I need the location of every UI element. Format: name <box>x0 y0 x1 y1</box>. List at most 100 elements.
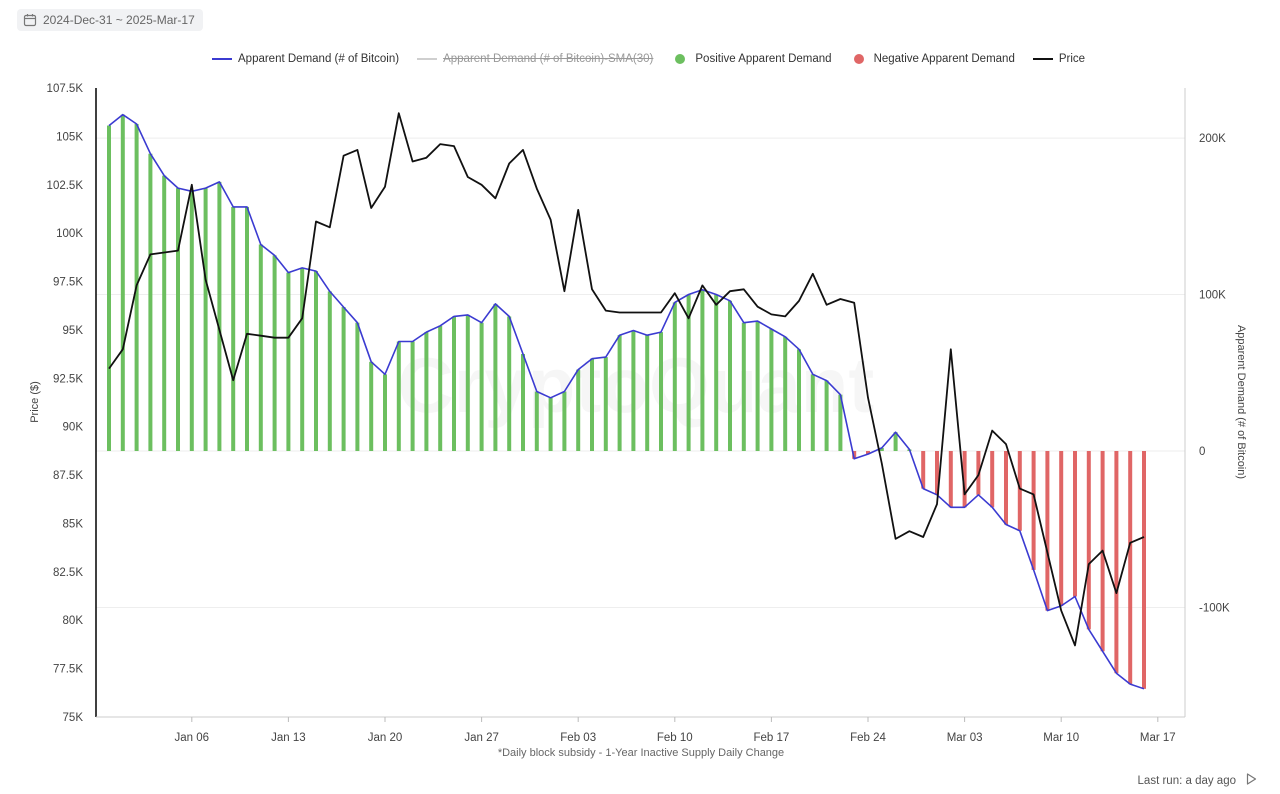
left-tick-label: 92.5K <box>53 373 83 385</box>
positive-demand-bar <box>355 322 360 452</box>
positive-demand-bar <box>162 175 167 452</box>
x-tick-label: Feb 03 <box>560 732 596 744</box>
positive-demand-bar <box>755 321 760 452</box>
positive-demand-bar <box>548 397 553 452</box>
positive-demand-bar <box>410 341 415 452</box>
positive-demand-bar <box>893 432 898 452</box>
legend-item[interactable]: Negative Apparent Demand <box>850 53 1015 65</box>
left-tick-label: 105K <box>56 131 83 143</box>
left-tick-label: 87.5K <box>53 470 83 482</box>
positive-demand-bar <box>272 255 277 452</box>
negative-demand-bar <box>866 451 870 455</box>
negative-demand-bar <box>1031 451 1036 570</box>
apparent-demand-line <box>108 113 1145 690</box>
positive-demand-bar <box>700 289 705 452</box>
footer: Last run: a day ago <box>1138 772 1258 789</box>
positive-demand-bar <box>424 332 429 452</box>
positive-demand-bar <box>286 272 291 452</box>
positive-demand-bar <box>300 267 305 452</box>
positive-demand-bar <box>521 353 525 452</box>
negative-demand-bar <box>990 451 995 508</box>
left-tick-label: 75K <box>63 712 84 724</box>
legend-line-icon <box>212 58 232 60</box>
negative-demand-bar <box>948 451 953 508</box>
positive-demand-bar <box>231 206 236 452</box>
negative-demand-bar <box>935 451 939 495</box>
positive-demand-bar <box>396 341 401 452</box>
legend-label: Price <box>1058 53 1086 65</box>
calendar-icon <box>23 13 37 27</box>
positive-demand-bar <box>507 316 512 452</box>
x-tick-label: Feb 17 <box>753 732 789 744</box>
x-tick-label: Jan 13 <box>271 732 306 744</box>
negative-demand-bar <box>1114 451 1119 674</box>
x-tick-label: Mar 17 <box>1140 732 1176 744</box>
negative-demand-bar <box>962 451 967 508</box>
positive-demand-bar <box>120 114 125 452</box>
positive-demand-bar <box>452 316 456 452</box>
left-tick-label: 77.5K <box>53 664 83 676</box>
right-tick-label: 200K <box>1199 133 1226 145</box>
left-axis-title: Price ($) <box>29 381 41 423</box>
last-run-label: Last run: a day ago <box>1137 774 1236 787</box>
positive-demand-bar <box>659 332 663 452</box>
positive-demand-bar <box>383 374 387 452</box>
right-axis-title: Apparent Demand (# of Bitcoin) <box>1235 325 1247 479</box>
positive-demand-bar <box>148 153 153 452</box>
positive-demand-bar <box>341 307 346 452</box>
positive-demand-bar <box>783 336 788 452</box>
legend-item[interactable]: Apparent Demand (# of Bitcoin)-SMA(30) <box>417 53 653 65</box>
left-tick-label: 97.5K <box>53 277 83 289</box>
positive-demand-bar <box>562 391 567 452</box>
negative-demand-bar <box>1004 451 1008 525</box>
positive-demand-bar <box>203 188 208 452</box>
play-icon[interactable] <box>1244 772 1258 789</box>
left-tick-label: 80K <box>63 615 84 627</box>
date-range-picker[interactable]: 2024-Dec-31 ~ 2025-Mar-17 <box>17 9 203 31</box>
positive-demand-bar <box>576 369 581 452</box>
positive-demand-bar <box>617 335 622 452</box>
positive-demand-bar <box>258 244 263 452</box>
price-line <box>108 112 1145 647</box>
positive-demand-bar <box>838 394 843 452</box>
legend-item[interactable]: Positive Apparent Demand <box>671 53 832 65</box>
positive-demand-bar <box>176 188 180 452</box>
positive-demand-bar <box>686 294 691 452</box>
legend-label: Positive Apparent Demand <box>695 53 832 65</box>
legend-label: Apparent Demand (# of Bitcoin) <box>238 53 400 65</box>
positive-demand-bar <box>107 125 111 452</box>
right-tick-label: 100K <box>1199 290 1226 302</box>
positive-demand-bar <box>603 357 608 452</box>
negative-demand-bar <box>1073 451 1077 597</box>
x-axis-note: *Daily block subsidy - 1-Year Inactive S… <box>498 747 784 759</box>
x-tick-label: Feb 24 <box>850 732 886 744</box>
negative-demand-bar <box>1059 451 1064 606</box>
legend-dot-icon <box>675 54 686 64</box>
positive-demand-bar <box>769 328 774 452</box>
legend-item[interactable]: Apparent Demand (# of Bitcoin) <box>212 53 399 65</box>
legend-label: Negative Apparent Demand <box>873 53 1015 65</box>
legend-item[interactable]: Price <box>1032 53 1086 65</box>
positive-demand-bar <box>189 191 194 452</box>
legend-dot-icon <box>853 54 864 64</box>
left-tick-label: 82.5K <box>53 567 83 579</box>
left-tick-label: 95K <box>63 325 84 337</box>
x-tick-label: Mar 03 <box>947 732 983 744</box>
positive-demand-bar <box>438 325 443 452</box>
date-range-label: 2024-Dec-31 ~ 2025-Mar-17 <box>43 13 195 27</box>
negative-demand-bar <box>1142 451 1146 689</box>
positive-demand-bar <box>631 330 636 452</box>
positive-demand-bar <box>810 374 815 452</box>
left-tick-label: 102.5K <box>47 180 84 192</box>
negative-demand-bar <box>1017 451 1022 531</box>
positive-demand-bar <box>465 314 470 452</box>
positive-demand-bar <box>590 358 594 452</box>
positive-demand-bar <box>493 303 498 452</box>
negative-demand-bar <box>852 451 857 459</box>
positive-demand-bar <box>245 206 249 452</box>
negative-demand-bar <box>1045 451 1050 611</box>
x-tick-label: Jan 20 <box>368 732 403 744</box>
negative-demand-bar <box>921 451 926 489</box>
chart-legend: Apparent Demand (# of Bitcoin) Apparent D… <box>212 50 1103 68</box>
